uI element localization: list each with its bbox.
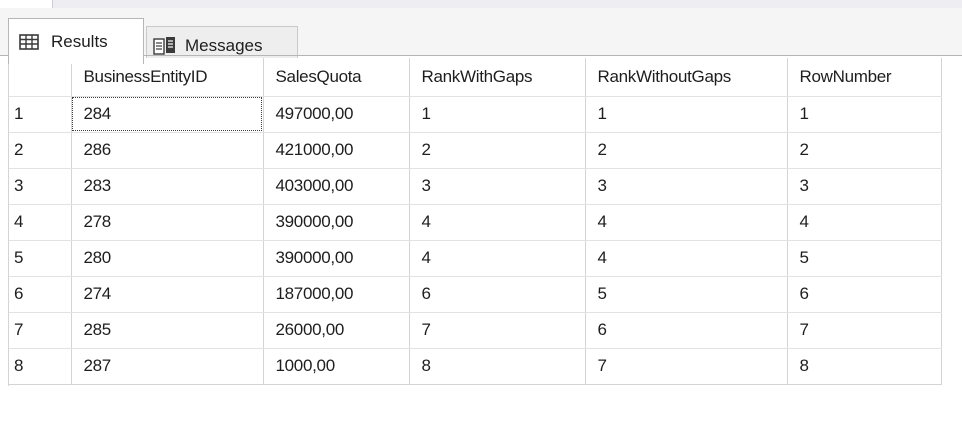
column-header-rownum[interactable] xyxy=(8,58,72,97)
grid-cell[interactable]: 1000,00 xyxy=(263,348,410,385)
grid-cell[interactable]: 7 xyxy=(787,312,942,349)
grid-cell[interactable]: 2 xyxy=(787,132,942,169)
grid-cell[interactable]: 2 xyxy=(585,132,788,169)
grid-cell[interactable]: 4 xyxy=(585,240,788,277)
grid-cell[interactable]: 8 xyxy=(409,348,586,385)
grid-cell[interactable]: 287 xyxy=(71,348,264,385)
table-row[interactable]: 5 280 390000,00 4 4 5 xyxy=(8,240,942,277)
tab-results-label: Results xyxy=(51,31,108,51)
grid-cell[interactable]: 3 xyxy=(409,168,586,205)
tab-content-divider xyxy=(0,55,962,56)
tab-messages-label: Messages xyxy=(185,35,263,55)
column-header-businessentityid[interactable]: BusinessEntityID xyxy=(71,58,264,97)
grid-cell[interactable]: 280 xyxy=(71,240,264,277)
row-number-cell[interactable]: 1 xyxy=(8,96,72,133)
grid-cell[interactable]: 3 xyxy=(787,168,942,205)
grid-cell[interactable]: 7 xyxy=(585,348,788,385)
grid-cell[interactable]: 6 xyxy=(585,312,788,349)
grid-cell[interactable]: 5 xyxy=(787,240,942,277)
grid-cell[interactable]: 1 xyxy=(409,96,586,133)
grid-cell[interactable]: 286 xyxy=(71,132,264,169)
grid-cell[interactable]: 4 xyxy=(585,204,788,241)
grid-cell[interactable]: 274 xyxy=(71,276,264,313)
table-row[interactable]: 1 284 497000,00 1 1 1 xyxy=(8,96,942,133)
grid-cell[interactable]: 497000,00 xyxy=(263,96,410,133)
grid-table-icon xyxy=(19,33,39,50)
grid-cell[interactable]: 6 xyxy=(409,276,586,313)
column-header-rownumber[interactable]: RowNumber xyxy=(787,58,942,97)
table-row[interactable]: 3 283 403000,00 3 3 3 xyxy=(8,168,942,205)
grid-cell[interactable]: 285 xyxy=(71,312,264,349)
grid-cell[interactable]: 187000,00 xyxy=(263,276,410,313)
grid-cell[interactable]: 8 xyxy=(787,348,942,385)
results-grid: BusinessEntityID SalesQuota RankWithGaps… xyxy=(8,58,942,385)
tab-messages[interactable]: Messages xyxy=(146,26,298,64)
grid-cell[interactable]: 2 xyxy=(409,132,586,169)
row-number-cell[interactable]: 8 xyxy=(8,348,72,385)
grid-header-row: BusinessEntityID SalesQuota RankWithGaps… xyxy=(8,58,942,97)
grid-cell[interactable]: 26000,00 xyxy=(263,312,410,349)
row-number-cell[interactable]: 6 xyxy=(8,276,72,313)
row-number-cell[interactable]: 4 xyxy=(8,204,72,241)
grid-cell[interactable]: 1 xyxy=(787,96,942,133)
table-row[interactable]: 2 286 421000,00 2 2 2 xyxy=(8,132,942,169)
grid-cell[interactable]: 403000,00 xyxy=(263,168,410,205)
grid-cell[interactable]: 7 xyxy=(409,312,586,349)
top-strip-accent xyxy=(0,0,53,8)
grid-cell[interactable]: 284 xyxy=(71,96,264,133)
row-number-cell[interactable]: 2 xyxy=(8,132,72,169)
grid-cell[interactable]: 421000,00 xyxy=(263,132,410,169)
column-header-salesquota[interactable]: SalesQuota xyxy=(263,58,410,97)
grid-cell[interactable]: 4 xyxy=(787,204,942,241)
grid-cell[interactable]: 283 xyxy=(71,168,264,205)
row-number-cell[interactable]: 3 xyxy=(8,168,72,205)
grid-left-border xyxy=(8,58,9,386)
grid-cell[interactable]: 1 xyxy=(585,96,788,133)
table-row[interactable]: 4 278 390000,00 4 4 4 xyxy=(8,204,942,241)
grid-cell[interactable]: 5 xyxy=(585,276,788,313)
table-row[interactable]: 6 274 187000,00 6 5 6 xyxy=(8,276,942,313)
row-number-cell[interactable]: 7 xyxy=(8,312,72,349)
table-row[interactable]: 7 285 26000,00 7 6 7 xyxy=(8,312,942,349)
grid-cell[interactable]: 390000,00 xyxy=(263,240,410,277)
grid-cell[interactable]: 6 xyxy=(787,276,942,313)
table-row[interactable]: 8 287 1000,00 8 7 8 xyxy=(8,348,942,385)
results-tabbar: Results Messages xyxy=(0,8,962,64)
grid-cell[interactable]: 278 xyxy=(71,204,264,241)
grid-cell[interactable]: 3 xyxy=(585,168,788,205)
grid-cell[interactable]: 390000,00 xyxy=(263,204,410,241)
tab-results[interactable]: Results xyxy=(8,18,144,64)
grid-cell[interactable]: 4 xyxy=(409,240,586,277)
grid-cell[interactable]: 4 xyxy=(409,204,586,241)
row-number-cell[interactable]: 5 xyxy=(8,240,72,277)
messages-icon xyxy=(153,36,177,56)
column-header-rankwithoutgaps[interactable]: RankWithoutGaps xyxy=(585,58,788,97)
column-header-rankwithgaps[interactable]: RankWithGaps xyxy=(409,58,586,97)
